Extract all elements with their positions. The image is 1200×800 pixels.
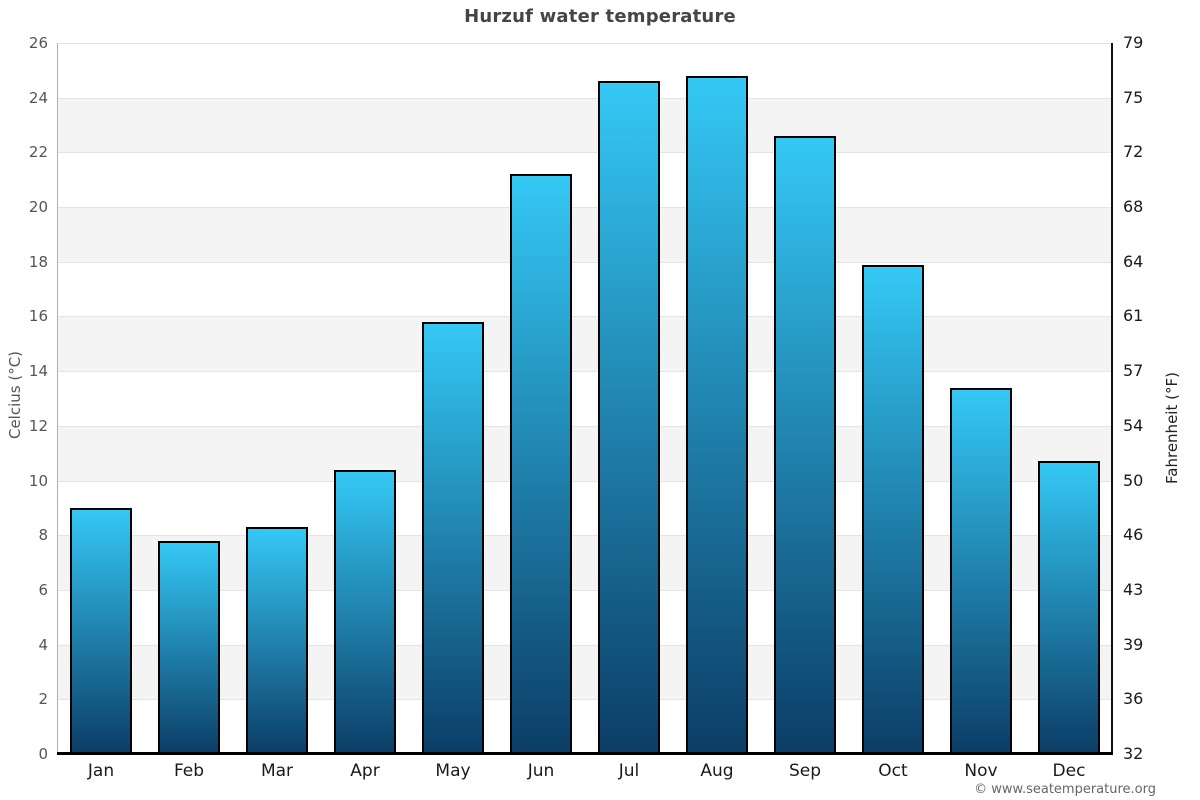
plot-band [57, 261, 1113, 317]
month-label-jul: Jul [618, 761, 640, 781]
plot-band [57, 43, 1113, 98]
plot-band [57, 480, 1113, 536]
month-label-dec: Dec [1052, 761, 1086, 781]
gridline [57, 535, 1113, 537]
celsius-tick-24: 24 [28, 88, 48, 107]
bar-mar [246, 527, 308, 754]
celsius-tick-8: 8 [38, 526, 48, 545]
plot-band [57, 644, 1113, 700]
bar-sep [774, 135, 836, 754]
gridline [57, 152, 1113, 154]
plot-band [57, 425, 1113, 481]
fahrenheit-tick-68: 68 [1123, 197, 1144, 217]
plot-area [57, 43, 1113, 755]
fahrenheit-tick-46: 46 [1123, 525, 1144, 545]
fahrenheit-tick-57: 57 [1123, 361, 1144, 381]
month-label-sep: Sep [788, 761, 822, 781]
plot-band [57, 152, 1113, 208]
celsius-tick-26: 26 [28, 34, 48, 52]
bar-jul [598, 81, 660, 754]
celsius-tick-6: 6 [38, 580, 48, 599]
gridline [57, 699, 1113, 701]
fahrenheit-tick-36: 36 [1123, 689, 1144, 709]
month-label-jan: Jan [87, 761, 115, 781]
gridline [57, 97, 1113, 99]
month-label-may: May [435, 761, 471, 781]
bar-oct [862, 264, 924, 754]
plot-band [57, 371, 1113, 426]
month-label-nov: Nov [964, 761, 998, 781]
celsius-tick-10: 10 [28, 471, 48, 490]
fahrenheit-tick-61: 61 [1123, 306, 1144, 326]
celsius-tick-12: 12 [28, 416, 48, 435]
month-label-apr: Apr [350, 761, 380, 781]
copyright-footer: © www.seatemperature.org [974, 782, 1156, 797]
gridline [57, 425, 1113, 427]
bar-feb [158, 540, 220, 754]
bar-jun [510, 174, 572, 754]
celsius-tick-2: 2 [38, 690, 48, 709]
month-label-jun: Jun [527, 761, 555, 781]
chart-title: Hurzuf water temperature [464, 6, 736, 27]
plot-band [57, 97, 1113, 153]
fahrenheit-tick-72: 72 [1123, 142, 1144, 162]
fahrenheit-tick-64: 64 [1123, 251, 1144, 271]
celsius-tick-18: 18 [28, 252, 48, 271]
gridline [57, 371, 1113, 373]
month-label-aug: Aug [700, 761, 734, 781]
celsius-tick-20: 20 [28, 198, 48, 217]
gridline [57, 589, 1113, 591]
plot-band [57, 699, 1113, 754]
bar-may [422, 321, 484, 754]
plot-band [57, 589, 1113, 645]
gridline [57, 43, 1113, 44]
bar-jan [70, 507, 132, 754]
plot-band [57, 535, 1113, 590]
gridline [57, 480, 1113, 482]
celsius-tick-14: 14 [28, 362, 48, 381]
fahrenheit-tick-39: 39 [1123, 634, 1144, 654]
plot-band [57, 316, 1113, 372]
gridline [57, 261, 1113, 263]
plot-band [57, 207, 1113, 262]
celsius-tick-16: 16 [28, 307, 48, 326]
month-label-mar: Mar [260, 761, 294, 781]
gridline [57, 644, 1113, 646]
celsius-tick-22: 22 [28, 143, 48, 162]
y-axis-right-line [1111, 43, 1113, 754]
fahrenheit-tick-54: 54 [1123, 415, 1144, 435]
y-axis-left-line [57, 43, 58, 754]
y-axis-label-fahrenheit: Fahrenheit (°F) [1163, 372, 1181, 484]
fahrenheit-tick-50: 50 [1123, 470, 1144, 490]
month-label-oct: Oct [878, 761, 908, 781]
x-axis-line [57, 752, 1113, 755]
y-axis-label-celsius: Celcius (°C) [6, 350, 24, 440]
celsius-tick-0: 0 [38, 745, 48, 763]
month-label-feb: Feb [173, 761, 205, 781]
celsius-tick-4: 4 [38, 635, 48, 654]
fahrenheit-tick-43: 43 [1123, 579, 1144, 599]
gridline [57, 207, 1113, 209]
gridline [57, 316, 1113, 318]
bar-apr [334, 469, 396, 754]
bar-nov [950, 387, 1012, 754]
fahrenheit-tick-75: 75 [1123, 87, 1144, 107]
bar-aug [686, 75, 748, 754]
fahrenheit-tick-79: 79 [1123, 33, 1144, 52]
bar-dec [1038, 461, 1100, 754]
fahrenheit-tick-32: 32 [1123, 744, 1144, 763]
